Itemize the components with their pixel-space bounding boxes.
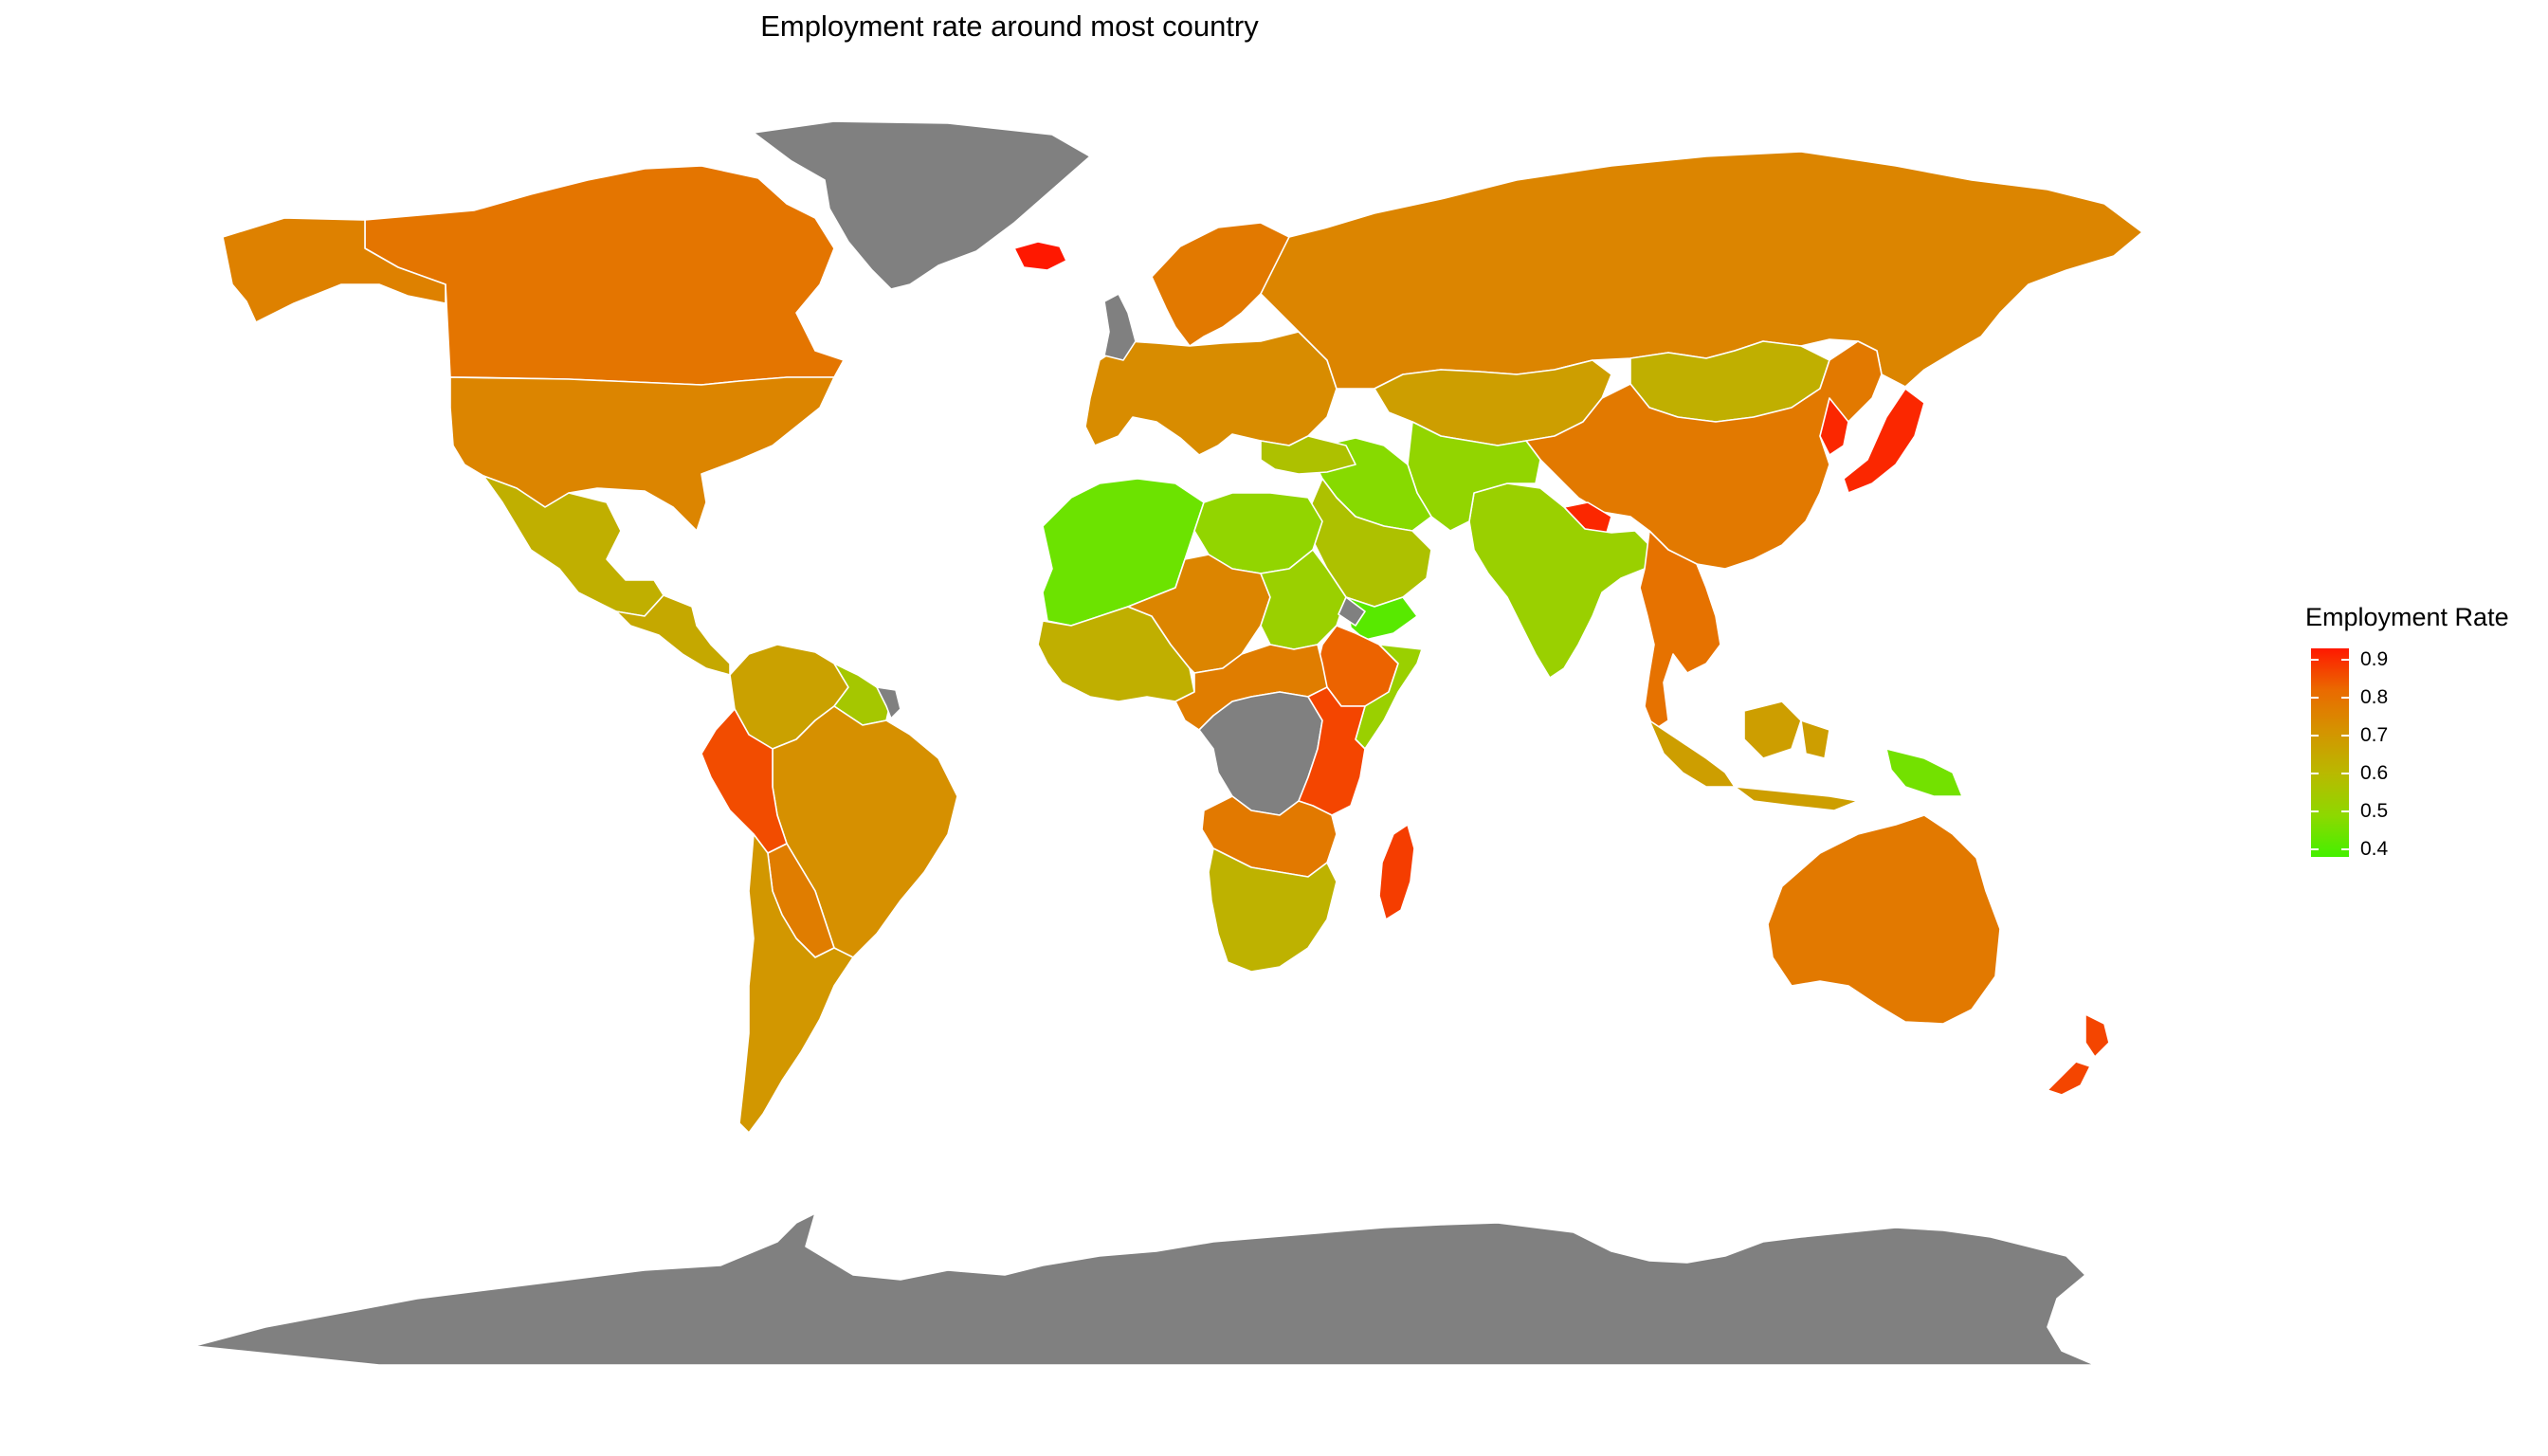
region-eritrea [1338, 596, 1366, 627]
legend-tick-mark [2311, 810, 2319, 812]
region-united-states [449, 376, 835, 532]
region-turkey [1260, 435, 1356, 475]
region-australia [1767, 814, 2001, 1025]
legend-title: Employment Rate [2305, 603, 2509, 631]
region-papua-new-guinea [1885, 748, 1963, 797]
legend: Employment Rate 0.9 0.8 0.7 0.6 0.5 0.4 [2305, 603, 2533, 887]
region-indonesia [1648, 701, 1859, 811]
region-southeast-asia [1639, 530, 1721, 731]
legend-tick-mark [2311, 848, 2319, 850]
region-madagascar [1378, 824, 1415, 920]
legend-tick-mark [2311, 773, 2319, 774]
region-united-kingdom [1103, 293, 1137, 361]
legend-tick-mark [2311, 659, 2319, 661]
map-title: Employment rate around most country [760, 9, 1259, 43]
region-mexico [482, 475, 664, 617]
legend-tick-label: 0.4 [2360, 838, 2389, 860]
legend-tick-mark [2341, 697, 2349, 699]
legend-tick-mark [2311, 697, 2319, 699]
legend-tick-label: 0.9 [2360, 648, 2389, 670]
region-russia [1260, 151, 2143, 390]
region-scandinavia [1151, 222, 1290, 347]
legend-tick-mark [2341, 735, 2349, 737]
legend-tick-label: 0.5 [2360, 800, 2389, 822]
region-alaska [222, 217, 446, 323]
legend-tick-mark [2341, 810, 2349, 812]
legend-tick-mark [2341, 773, 2349, 774]
region-iceland [1013, 241, 1067, 271]
legend-tick-label: 0.6 [2360, 762, 2389, 784]
region-sudan [1260, 549, 1347, 650]
legend-tick-mark [2311, 735, 2319, 737]
legend-tick-label: 0.8 [2360, 686, 2389, 708]
legend-tick-mark [2341, 659, 2349, 661]
region-new-zealand [2047, 1013, 2110, 1096]
region-canada [364, 165, 845, 386]
region-southern-africa [1208, 847, 1338, 973]
region-argentina-chile [738, 833, 854, 1134]
legend-colorbar [2311, 648, 2349, 857]
region-tanzania-kenya [1298, 686, 1366, 816]
legend-tick-mark [2341, 848, 2349, 850]
region-central-america [615, 594, 731, 676]
region-french-guiana [876, 686, 901, 719]
region-antarctica [193, 1212, 2096, 1366]
country-layer [193, 120, 2143, 1366]
region-india [1468, 482, 1650, 679]
legend-tick-label: 0.7 [2360, 724, 2389, 746]
region-yemen [1345, 596, 1418, 641]
region-korea-japan [1819, 388, 1925, 494]
region-greenland [753, 120, 1091, 290]
